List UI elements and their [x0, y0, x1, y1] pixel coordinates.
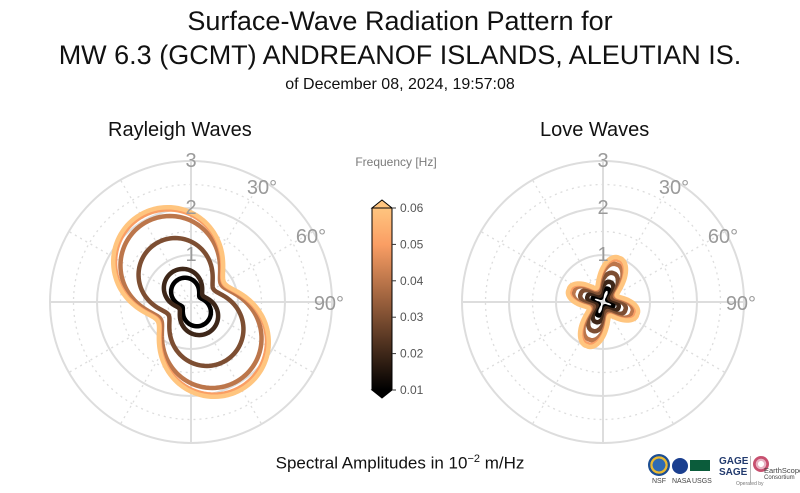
radial-tick-label: 2: [185, 197, 196, 219]
units-exponent: −2: [467, 453, 480, 465]
frequency-colorbar: Frequency [Hz] 0.01 0.02 0.03 0.04 0.05 0.06: [355, 155, 437, 399]
series-curve-0-02-hz: [584, 279, 622, 325]
colorbar-gradient: [371, 207, 393, 391]
love-panel-title: Love Waves: [540, 119, 650, 141]
colorbar-tick-label: 0.05: [400, 237, 424, 251]
amplitude-units-label: Spectral Amplitudes in 10−2 m/Hz: [0, 453, 800, 474]
series-curve-0-01-hz: [168, 275, 214, 329]
colorbar-tick-label: 0.01: [400, 383, 424, 397]
azimuth-tick-label: 90°: [314, 293, 344, 315]
earthscope-logo: [753, 456, 769, 472]
azimuth-tick-label: 30°: [659, 177, 689, 199]
chart-title-line1: Surface-Wave Radiation Pattern for: [187, 6, 613, 36]
radial-tick-label: 3: [597, 150, 608, 172]
gage-logo: GAGE: [719, 456, 749, 467]
nsf-logo: [648, 454, 670, 476]
colorbar-max-arrow: [370, 199, 394, 209]
series-curve-0-03-hz: [577, 270, 629, 334]
nsf-logo-text: NSF: [652, 478, 666, 485]
radial-tick-label: 1: [597, 244, 608, 266]
units-suffix: m/Hz: [480, 453, 525, 473]
colorbar-tick-label: 0.04: [400, 274, 424, 288]
colorbar-tick-label: 0.06: [400, 201, 424, 215]
chart-title-line2: MW 6.3 (GCMT) ANDREANOF ISLANDS, ALEUTIA…: [58, 40, 742, 70]
azimuth-tick-label: 60°: [296, 226, 326, 248]
logo-divider: [750, 456, 751, 482]
azimuth-tick-label: 30°: [247, 177, 277, 199]
azimuth-tick-label: 90°: [726, 293, 756, 315]
series-curve-0-02-hz: [161, 266, 221, 338]
azimuth-tick-label: 60°: [708, 226, 738, 248]
sponsor-logos: NSF NASA USGS GAGE SAGE EarthScope Conso…: [640, 450, 800, 488]
rayleigh-polar-plot: 1 2 3 30° 60° 90°: [49, 150, 344, 444]
series-curve-0-06-hz: [565, 254, 641, 350]
series-curve-0-03-hz: [136, 235, 246, 369]
colorbar-tick-label: 0.03: [400, 310, 424, 324]
sage-logo: SAGE: [719, 467, 748, 478]
colorbar-min-arrow: [370, 389, 394, 399]
earthscope-consortium-text: Consortium: [764, 475, 795, 481]
earthscope-logo-text: EarthScope: [764, 466, 800, 475]
operated-by-text: Operated by: [736, 481, 764, 487]
nasa-logo-text: NASA: [672, 478, 692, 485]
colorbar-label: Frequency [Hz]: [355, 155, 436, 169]
nasa-logo: [672, 458, 688, 474]
usgs-logo-text: USGS: [692, 478, 712, 485]
rayleigh-panel-title: Rayleigh Waves: [108, 119, 252, 141]
radial-tick-label: 3: [185, 150, 196, 172]
colorbar-tick-label: 0.02: [400, 347, 424, 361]
series-curve-0-06-hz: [110, 204, 272, 400]
units-prefix: Spectral Amplitudes in 10: [275, 453, 468, 473]
love-polar-plot: 1 2 3 30° 60° 90°: [461, 150, 756, 444]
usgs-logo: [690, 460, 710, 471]
series-curve-0-04-hz: [118, 213, 264, 391]
radial-tick-label: 2: [597, 197, 608, 219]
chart-subtitle: of December 08, 2024, 19:57:08: [285, 76, 515, 93]
radial-tick-label: 1: [185, 244, 196, 266]
